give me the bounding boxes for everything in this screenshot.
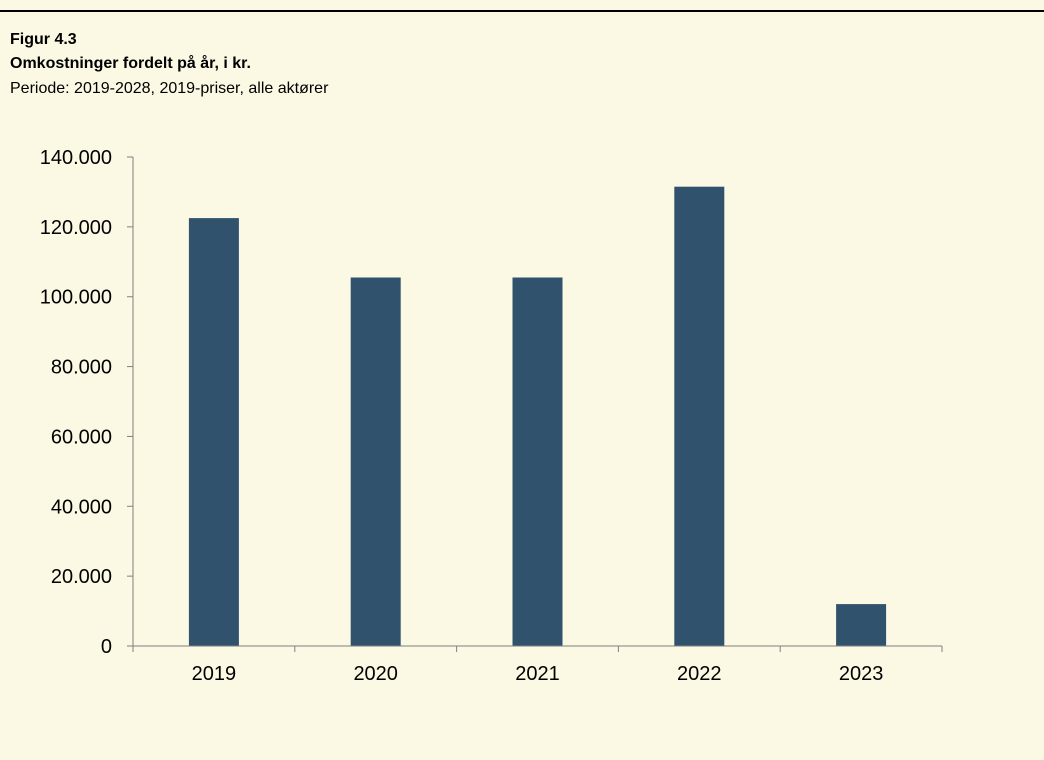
figure-subtitle: Periode: 2019-2028, 2019-priser, alle ak… [10, 80, 329, 97]
bars-group [188, 186, 887, 646]
x-tick-label: 2023 [839, 663, 884, 685]
x-tick-label: 2019 [192, 663, 237, 685]
bar-2023 [836, 604, 887, 646]
axes-group [127, 156, 943, 652]
y-tick-labels: 0 20.000 40.000 60.000 80.000 100.000 120.000 1… [40, 147, 112, 658]
bar-2020 [350, 277, 401, 646]
y-tick-label: 40.000 [51, 496, 112, 518]
y-tick-label: 20.000 [51, 566, 112, 588]
x-tick-label: 2020 [353, 663, 398, 685]
bar-2022 [674, 186, 725, 646]
y-tick-label: 60.000 [51, 426, 112, 448]
y-tick-label: 120.000 [40, 217, 112, 239]
y-tick-label: 140.000 [40, 147, 112, 169]
figure-label: Figur 4.3 [10, 31, 77, 48]
bar-2019 [188, 218, 239, 646]
y-tick-label: 100.000 [40, 287, 112, 309]
y-tick-label: 80.000 [51, 357, 112, 379]
bar-2021 [512, 277, 563, 646]
figure-title: Omkostninger fordelt på år, i kr. [10, 55, 251, 72]
top-rule [0, 10, 1044, 12]
y-tick-label: 0 [101, 636, 112, 658]
x-tick-labels: 2019 2020 2021 2022 2023 [192, 663, 884, 685]
x-tick-label: 2022 [677, 663, 722, 685]
x-tick-label: 2021 [515, 663, 560, 685]
